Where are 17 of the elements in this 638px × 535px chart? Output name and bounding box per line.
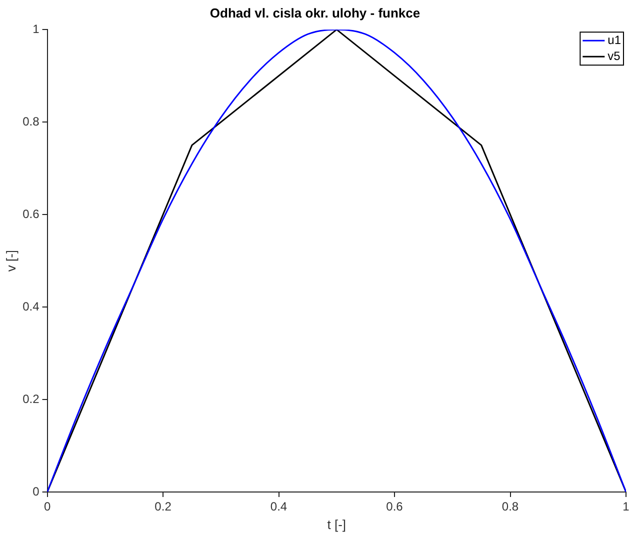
x-tick-label: 0 <box>44 500 51 514</box>
y-tick-label: 0.4 <box>22 299 40 314</box>
x-tick-label: 0.2 <box>154 500 172 514</box>
y-tick-label: 0 <box>32 484 40 498</box>
legend-label: v5 <box>608 48 621 63</box>
y-tick-label: 0.8 <box>22 114 40 128</box>
legend-label: u1 <box>608 32 622 47</box>
x-tick-label: 0.6 <box>386 500 404 514</box>
x-tick-label: 0.4 <box>270 500 288 514</box>
x-axis-title: t [-] <box>327 516 346 532</box>
y-tick-label: 1 <box>32 22 40 36</box>
x-tick-label: 0.8 <box>502 500 519 514</box>
x-tick-label: 1 <box>622 500 630 514</box>
chart-title: Odhad vl. cisla okr. ulohy - funkce <box>210 5 420 20</box>
y-tick-label: 0.2 <box>22 392 40 406</box>
y-axis-title: v [-] <box>3 250 18 272</box>
y-tick-label: 0.6 <box>22 206 40 221</box>
